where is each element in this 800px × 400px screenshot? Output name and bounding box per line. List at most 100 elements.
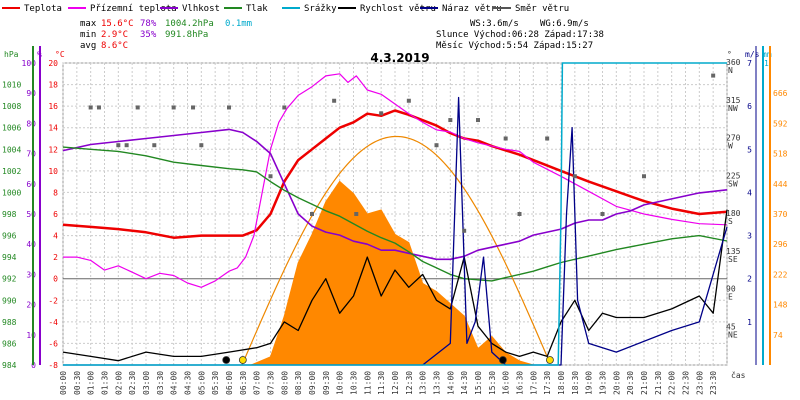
solar-radiation-fill [250, 180, 534, 366]
ms-axis-unit: m/s [745, 50, 760, 59]
dir-tick-name: NW [728, 104, 738, 113]
legend-label: Srážky [304, 4, 337, 14]
wm2-tick-label: 666 [773, 89, 788, 98]
series-line-srazky [63, 62, 727, 366]
wind-direction-point [503, 136, 508, 141]
dir-tick-deg: 225 [726, 171, 741, 180]
temp-tick-label: 0 [53, 275, 58, 284]
x-tick-label: 08:30 [294, 371, 303, 395]
stat-max-label: max [80, 19, 97, 29]
wind-direction-point [711, 73, 716, 78]
hpa-tick-label: 998 [2, 210, 17, 219]
temp-tick-label: 6 [53, 210, 58, 219]
chart-title: 4.3.2019 [370, 51, 429, 65]
stat-min-temp: 2.9°C [101, 30, 128, 40]
wm2-tick-label: 296 [773, 240, 788, 249]
wind-direction-point [600, 212, 605, 216]
hpa-tick-label: 1010 [2, 81, 21, 90]
x-tick-label: 08:00 [280, 371, 289, 395]
wind-direction-point [545, 136, 550, 141]
temp-tick-label: -4 [48, 318, 58, 327]
temp-tick-label: -2 [48, 296, 58, 305]
dir-tick-name: W [728, 142, 733, 151]
x-tick-label: 18:00 [557, 371, 566, 395]
wind-direction-point [642, 174, 646, 179]
x-tick-label: 16:00 [502, 371, 511, 395]
chart-legend: Teplota Přízemní teplota Vlhkost Tlak Srážky… [2, 4, 569, 14]
legend-label: Tlak [246, 4, 268, 14]
ms-tick-label: 2 [747, 275, 752, 284]
dir-tick-deg: 90 [726, 285, 736, 294]
dir-tick-name: S [728, 217, 733, 226]
pct-tick-label: 100 [22, 59, 37, 68]
stat-min-hum: 35% [140, 30, 157, 40]
temp-tick-label: 14 [48, 124, 58, 133]
wm2-tick-label: 222 [773, 270, 788, 279]
wm2-tick-label: 148 [773, 301, 788, 310]
x-tick-label: 02:30 [128, 371, 137, 395]
temp-tick-label: -8 [48, 361, 58, 370]
series-line-vlhkost [62, 128, 728, 261]
pct-tick-label: 50 [26, 210, 36, 219]
wind-direction-point [310, 212, 314, 216]
dir-tick-name: E [728, 293, 733, 302]
dir-tick-deg: 270 [726, 134, 741, 143]
hpa-tick-label: 988 [2, 318, 17, 327]
x-tick-label: 12:30 [405, 371, 414, 395]
series-line-prizemni-teplota [63, 73, 728, 288]
x-tick-label: 19:30 [599, 371, 608, 395]
moon-times: Měsíc Východ:5:54 Západ:15:27 [436, 41, 593, 51]
x-tick-label: 20:00 [612, 371, 621, 395]
dir-tick-deg: 315 [726, 96, 741, 105]
stat-min-press: 991.8hPa [165, 30, 208, 40]
wind-direction-point [96, 105, 101, 110]
pct-tick-label: 0 [31, 361, 36, 370]
wind-direction-point [379, 111, 384, 116]
solar-radiation-area [241, 135, 550, 366]
pct-tick-label: 30 [26, 270, 36, 279]
dir-tick-name: SE [728, 255, 738, 264]
wind-gust-max: WG:6.9m/s [540, 19, 589, 29]
stat-max-hum: 78% [140, 19, 157, 29]
x-tick-label: 23:00 [695, 371, 704, 395]
stat-avg-temp: 8.6°C [101, 41, 128, 51]
x-tick-label: 17:30 [543, 371, 552, 395]
wm2-tick-label: 370 [773, 210, 788, 219]
hpa-tick-label: 1006 [2, 124, 21, 133]
mm-axis-unit: mm [762, 50, 772, 59]
wm2-tick-label: 444 [773, 180, 788, 189]
sun-moon-marker [498, 356, 507, 364]
x-tick-label: 19:00 [585, 371, 594, 395]
sun-moon-marker [546, 356, 554, 364]
hpa-tick-label: 990 [2, 296, 17, 305]
x-tick-label: 01:30 [101, 371, 110, 395]
info-panel: WS:3.6m/s WG:6.9m/s Slunce Východ:06:28 … [436, 19, 604, 51]
wind-direction-point [227, 105, 231, 110]
dir-axis-unit: ° [727, 50, 732, 59]
hpa-tick-label: 984 [2, 361, 17, 370]
pct-tick-label: 40 [26, 240, 36, 249]
x-tick-label: 03:00 [142, 371, 151, 395]
legend-label: Přízemní teplota [90, 4, 177, 14]
pct-tick-label: 10 [26, 331, 36, 340]
wm2-tick-label: 518 [773, 150, 788, 159]
dir-tick-name: SW [728, 179, 738, 188]
stat-max-temp: 15.6°C [101, 19, 134, 29]
temp-tick-label: 16 [48, 102, 58, 111]
x-tick-label: 22:00 [668, 371, 677, 395]
wind-direction-point [199, 143, 204, 148]
x-tick-label: 05:00 [197, 371, 206, 395]
temp-axis-unit: °C [55, 50, 65, 59]
wind-direction-point [476, 118, 480, 123]
wind-direction-point [135, 105, 140, 110]
temp-tick-label: 2 [53, 253, 58, 262]
sun-moon-marker [222, 356, 231, 364]
ms-tick-label: 5 [747, 145, 752, 154]
x-tick-label: 23:30 [709, 371, 718, 395]
wind-direction-point [152, 143, 157, 148]
stats-panel: max 15.6°C 78% 1004.2hPa 0.1mm min 2.9°C… [80, 19, 252, 51]
wind-direction-point [517, 212, 522, 216]
x-tick-label: 11:30 [377, 371, 386, 395]
dir-tick-deg: 135 [726, 247, 741, 256]
x-tick-label: 04:30 [184, 371, 193, 395]
